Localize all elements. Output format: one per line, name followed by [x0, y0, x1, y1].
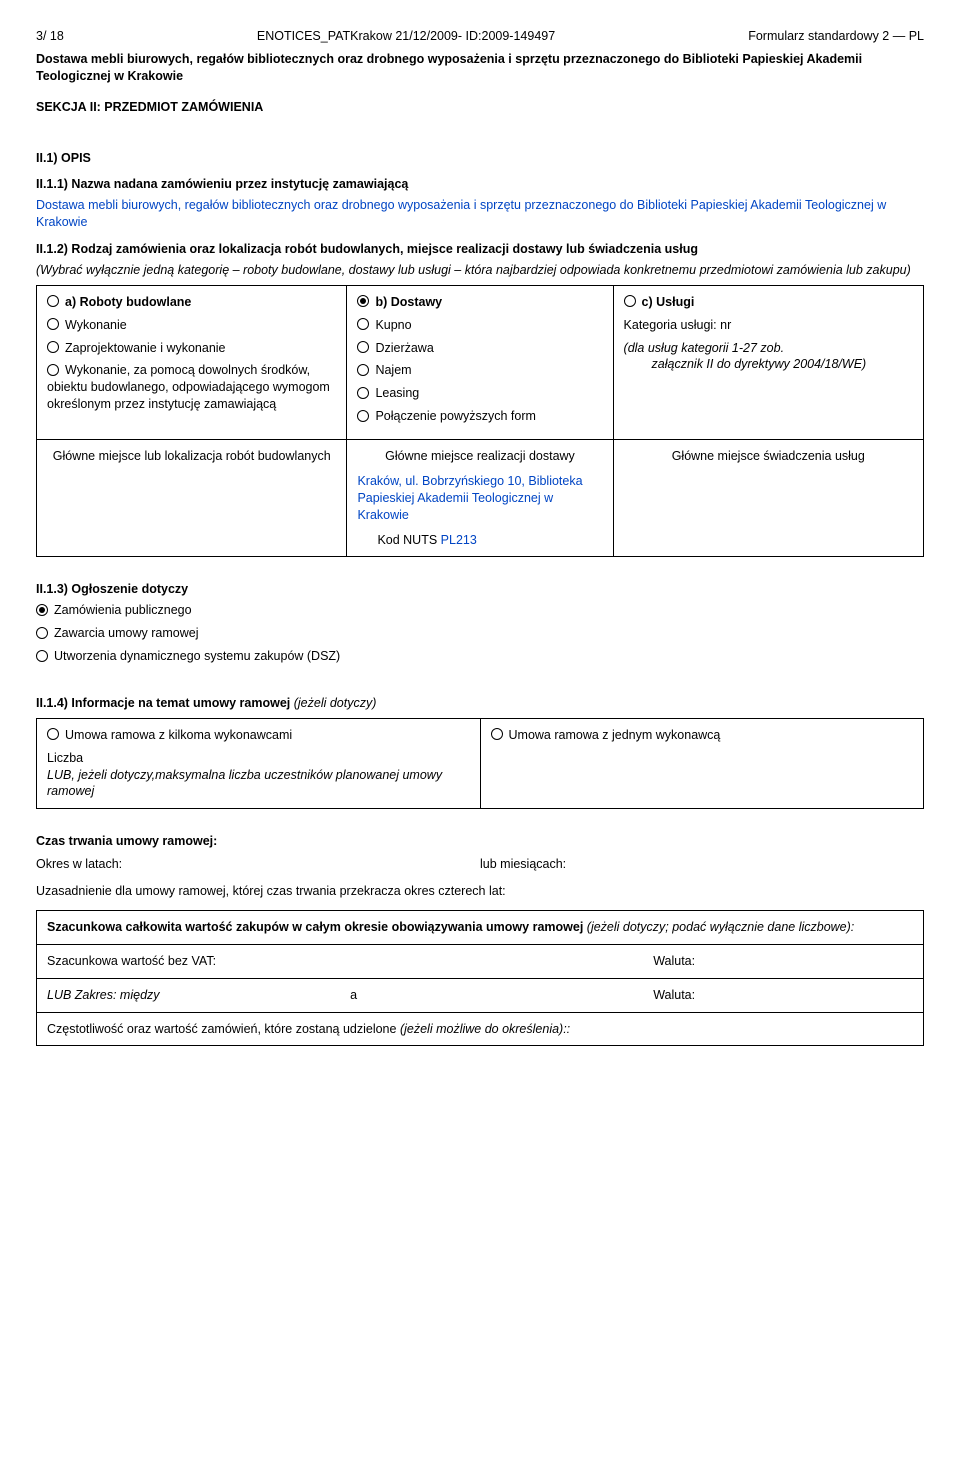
header-right: Formularz standardowy 2 — PL — [748, 28, 924, 45]
est-waluta2: Waluta: — [653, 987, 913, 1004]
col-a-head: a) Roboty budowlane — [47, 294, 336, 311]
freq-text: Częstotliwość oraz wartość zamówień, któ… — [47, 1022, 396, 1036]
nuts-value: PL213 — [441, 533, 477, 547]
category-table: a) Roboty budowlane Wykonanie Zaprojekto… — [36, 285, 924, 558]
col-b-o3: Najem — [357, 362, 602, 379]
col-c-note2: załącznik II do dyrektywy 2004/18/WE) — [624, 356, 913, 373]
freq-hint: (jeżeli możliwe do określenia):: — [400, 1022, 570, 1036]
col-a-o1: Wykonanie — [47, 317, 336, 334]
ii-1-3-o3: Utworzenia dynamicznego systemu zakupów … — [36, 648, 924, 665]
ii-1-3-o2: Zawarcia umowy ramowej — [36, 625, 924, 642]
col-c-foot: Główne miejsce świadczenia usług — [624, 448, 913, 465]
fw-lub: LUB, jeżeli dotyczy,maksymalna liczba uc… — [47, 767, 470, 801]
duration-years: Okres w latach: — [36, 856, 480, 873]
duration-heading: Czas trwania umowy ramowej: — [36, 833, 924, 850]
ii-1-2-heading: II.1.2) Rodzaj zamówienia oraz lokalizac… — [36, 241, 924, 258]
section-heading: SEKCJA II: PRZEDMIOT ZAMÓWIENIA — [36, 99, 924, 116]
page-header: 3/ 18 ENOTICES_PATKrakow 21/12/2009- ID:… — [36, 28, 924, 45]
col-b-o2: Dzierżawa — [357, 340, 602, 357]
lub-zakres: LUB Zakres: między — [47, 988, 160, 1002]
ii-1-1-heading: II.1.1) Nazwa nadana zamówieniu przez in… — [36, 176, 924, 193]
col-a-o2: Zaprojektowanie i wykonanie — [47, 340, 336, 357]
nuts-row: Kod NUTS PL213 — [357, 532, 602, 549]
col-c-cat: Kategoria usługi: nr — [624, 317, 913, 334]
est-hint: (jeżeli dotyczy; podać wyłącznie dane li… — [587, 920, 855, 934]
framework-table: Umowa ramowa z kilkoma wykonawcami Liczb… — [36, 718, 924, 810]
col-a-o3: Wykonanie, za pomocą dowolnych środków, … — [47, 362, 336, 413]
ii-1-1-text: Dostawa mebli biurowych, regałów bibliot… — [36, 197, 924, 231]
est-waluta1: Waluta: — [653, 953, 913, 970]
col-b-o5: Połączenie powyższych form — [357, 408, 602, 425]
col-b-o1: Kupno — [357, 317, 602, 334]
fw-left-opt: Umowa ramowa z kilkoma wykonawcami — [47, 727, 470, 744]
col-a-foot: Główne miejsce lub lokalizacja robót bud… — [47, 448, 336, 465]
ii-1-4-heading: II.1.4) Informacje na temat umowy ramowe… — [36, 695, 924, 712]
col-b-place: Kraków, ul. Bobrzyńskiego 10, Biblioteka… — [357, 473, 602, 524]
est-heading: Szacunkowa całkowita wartość zakupów w c… — [47, 920, 583, 934]
fw-right-opt: Umowa ramowa z jednym wykonawcą — [491, 727, 914, 744]
duration-months: lub miesiącach: — [480, 856, 924, 873]
doc-title: Dostawa mebli biurowych, regałów bibliot… — [36, 51, 924, 85]
col-b-foot: Główne miejsce realizacji dostawy — [357, 448, 602, 465]
col-b-o4: Leasing — [357, 385, 602, 402]
header-center: ENOTICES_PATKrakow 21/12/2009- ID:2009-1… — [257, 28, 555, 45]
ii-1-3-heading: II.1.3) Ogłoszenie dotyczy — [36, 581, 924, 598]
ii-1-2-note: (Wybrać wyłącznie jedną kategorię – robo… — [36, 262, 924, 279]
nuts-label: Kod NUTS — [377, 533, 437, 547]
ii-1-3-o1: Zamówienia publicznego — [36, 602, 924, 619]
estimate-table: Szacunkowa całkowita wartość zakupów w c… — [36, 910, 924, 1047]
est-novat: Szacunkowa wartość bez VAT: — [47, 953, 653, 970]
col-c-head: c) Usługi — [624, 294, 913, 311]
fw-liczba: Liczba — [47, 750, 470, 767]
a-sep: a — [350, 987, 653, 1004]
col-b-head: b) Dostawy — [357, 294, 602, 311]
ii-1-heading: II.1) OPIS — [36, 150, 924, 167]
duration-justif: Uzasadnienie dla umowy ramowej, której c… — [36, 883, 924, 900]
col-c-note1: (dla usług kategorii 1-27 zob. — [624, 340, 913, 357]
page-ref: 3/ 18 — [36, 28, 64, 45]
